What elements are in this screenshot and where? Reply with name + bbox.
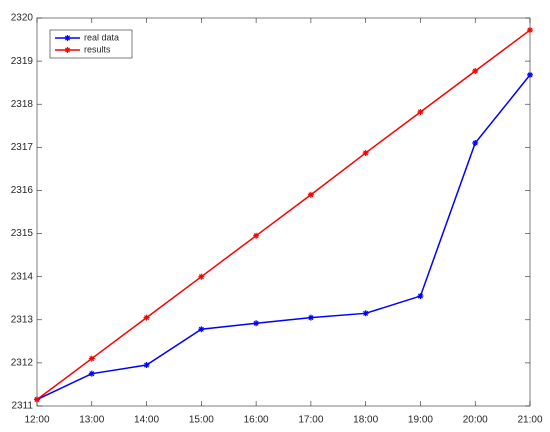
x-tick-label: 21:00: [517, 415, 542, 426]
marker: [143, 314, 150, 321]
line: [36, 74, 531, 401]
y-tick-label: 2319: [11, 56, 34, 67]
y-tick-label: 2320: [11, 13, 34, 24]
marker: [362, 310, 369, 317]
y-tick-label: 2318: [11, 99, 34, 110]
y-tick-label: 2312: [11, 358, 34, 369]
y-tick-label: 2317: [11, 142, 34, 153]
legend-box: [49, 29, 133, 59]
x-tick-label: 19:00: [408, 415, 433, 426]
x-tick-label: 14:00: [134, 415, 159, 426]
marker: [307, 191, 314, 198]
y-tick-label: 2316: [11, 185, 34, 196]
x-tick-label: 18:00: [353, 415, 378, 426]
marker: [362, 149, 369, 156]
marker: [88, 370, 95, 377]
x-tick-label: 20:00: [463, 415, 488, 426]
y-tick-label: 2313: [11, 314, 34, 325]
x-tick-label: 12:00: [24, 415, 49, 426]
marker: [472, 140, 479, 147]
x-tick-label: 17:00: [298, 415, 323, 426]
marker: [307, 314, 314, 321]
legend-label: results: [84, 44, 111, 54]
marker: [198, 273, 205, 280]
marker: [198, 326, 205, 333]
marker: [527, 71, 533, 78]
marker: [527, 27, 533, 34]
marker: [34, 396, 40, 403]
marker: [472, 68, 479, 75]
marker: [253, 320, 260, 327]
x-tick-label: 15:00: [189, 415, 214, 426]
y-tick-label: 2315: [11, 228, 34, 239]
legend-marker: [64, 47, 71, 53]
legend-label: real data: [84, 32, 119, 42]
marker: [88, 355, 95, 362]
x-tick-label: 13:00: [79, 415, 104, 426]
marker: [417, 108, 424, 115]
line: [36, 29, 531, 401]
x-tick-label: 16:00: [244, 415, 269, 426]
legend-marker: [64, 35, 71, 41]
plot-area: [36, 17, 531, 407]
marker: [417, 293, 424, 300]
marker: [253, 232, 260, 239]
marker: [143, 362, 150, 369]
y-tick-label: 2311: [11, 401, 33, 412]
y-tick-label: 2314: [11, 271, 34, 282]
